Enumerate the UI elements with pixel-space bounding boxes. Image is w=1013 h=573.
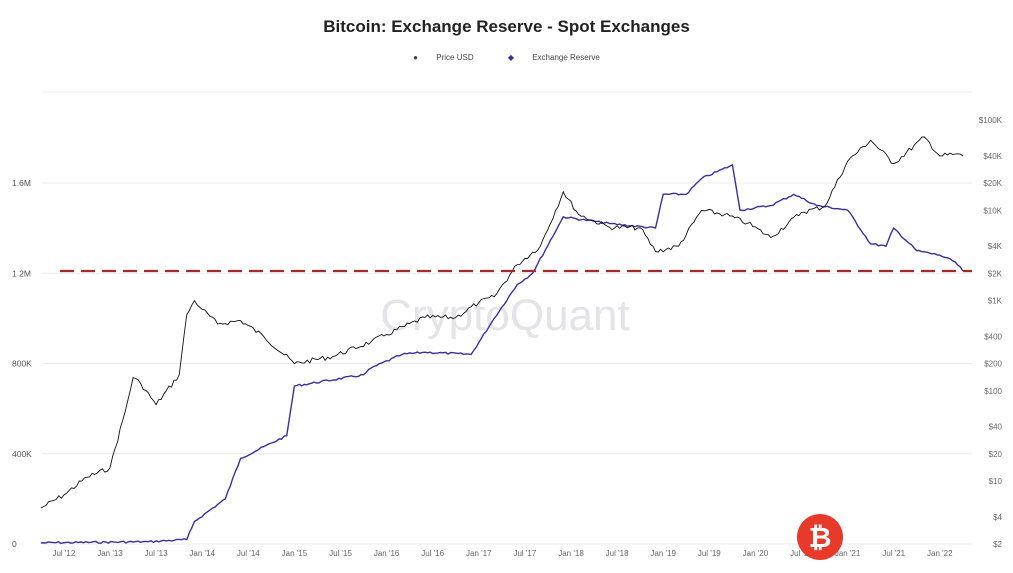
x-tick-label: Jul '13 bbox=[145, 549, 168, 558]
x-tick-label: Jul '15 bbox=[329, 549, 352, 558]
x-tick-label: Jan '22 bbox=[927, 549, 953, 558]
right-tick-label: $4 bbox=[993, 513, 1002, 522]
right-tick-label: $40 bbox=[989, 423, 1003, 432]
diamond-icon: ◆ bbox=[507, 53, 514, 62]
x-tick-label: Jul '16 bbox=[421, 549, 444, 558]
legend-label: Price USD bbox=[436, 53, 474, 62]
x-tick-label: Jan '21 bbox=[835, 549, 861, 558]
right-tick-label: $20K bbox=[983, 179, 1002, 188]
x-tick-label: Jan '19 bbox=[650, 549, 676, 558]
x-tick-label: Jan '16 bbox=[374, 549, 400, 558]
x-tick-label: Jul '17 bbox=[513, 549, 536, 558]
right-tick-label: $2K bbox=[988, 269, 1003, 278]
legend-item-price[interactable]: ● Price USD bbox=[405, 53, 481, 62]
watermark: CryptoQuant bbox=[380, 291, 629, 340]
x-tick-label: Jan '20 bbox=[743, 549, 769, 558]
left-tick-label: 0 bbox=[12, 539, 17, 549]
right-tick-label: $100K bbox=[979, 116, 1003, 125]
right-tick-label: $100 bbox=[984, 387, 1002, 396]
series-price-usd bbox=[40, 136, 964, 509]
x-tick-label: Jul '20 bbox=[790, 549, 813, 558]
bitcoin-logo-glyph: ₿ bbox=[809, 522, 832, 553]
x-tick-label: Jan '17 bbox=[466, 549, 492, 558]
right-tick-label: $20 bbox=[989, 450, 1003, 459]
x-tick-label: Jul '18 bbox=[606, 549, 629, 558]
x-tick-label: Jul '14 bbox=[237, 549, 260, 558]
left-tick-label: 1.6M bbox=[12, 178, 31, 188]
x-tick-label: Jan '18 bbox=[558, 549, 584, 558]
right-tick-label: $2 bbox=[993, 540, 1002, 549]
x-tick-label: Jan '14 bbox=[189, 549, 215, 558]
x-tick-label: Jan '15 bbox=[282, 549, 308, 558]
dot-icon: ● bbox=[413, 53, 419, 62]
x-tick-label: Jan '13 bbox=[97, 549, 123, 558]
legend-label: Exchange Reserve bbox=[532, 53, 600, 62]
left-tick-label: 800K bbox=[12, 359, 32, 369]
right-tick-label: $400 bbox=[984, 332, 1002, 341]
chart-title: Bitcoin: Exchange Reserve - Spot Exchang… bbox=[323, 17, 690, 36]
right-tick-label: $40K bbox=[983, 152, 1002, 161]
right-tick-label: $10 bbox=[989, 477, 1003, 486]
left-tick-label: 1.2M bbox=[12, 268, 31, 278]
x-tick-label: Jul '21 bbox=[882, 549, 905, 558]
legend-item-reserve[interactable]: ◆ Exchange Reserve bbox=[500, 53, 608, 62]
right-tick-label: $200 bbox=[984, 360, 1002, 369]
x-tick-label: Jul '12 bbox=[52, 549, 75, 558]
series-exchange-reserve bbox=[40, 163, 964, 545]
right-tick-label: $4K bbox=[988, 242, 1003, 251]
legend: ● Price USD ◆ Exchange Reserve bbox=[0, 53, 1013, 62]
right-tick-label: $10K bbox=[983, 206, 1002, 215]
right-tick-label: $1K bbox=[988, 297, 1003, 306]
bitcoin-logo bbox=[797, 514, 843, 560]
x-tick-label: Jul '19 bbox=[698, 549, 721, 558]
left-tick-label: 400K bbox=[12, 449, 32, 459]
